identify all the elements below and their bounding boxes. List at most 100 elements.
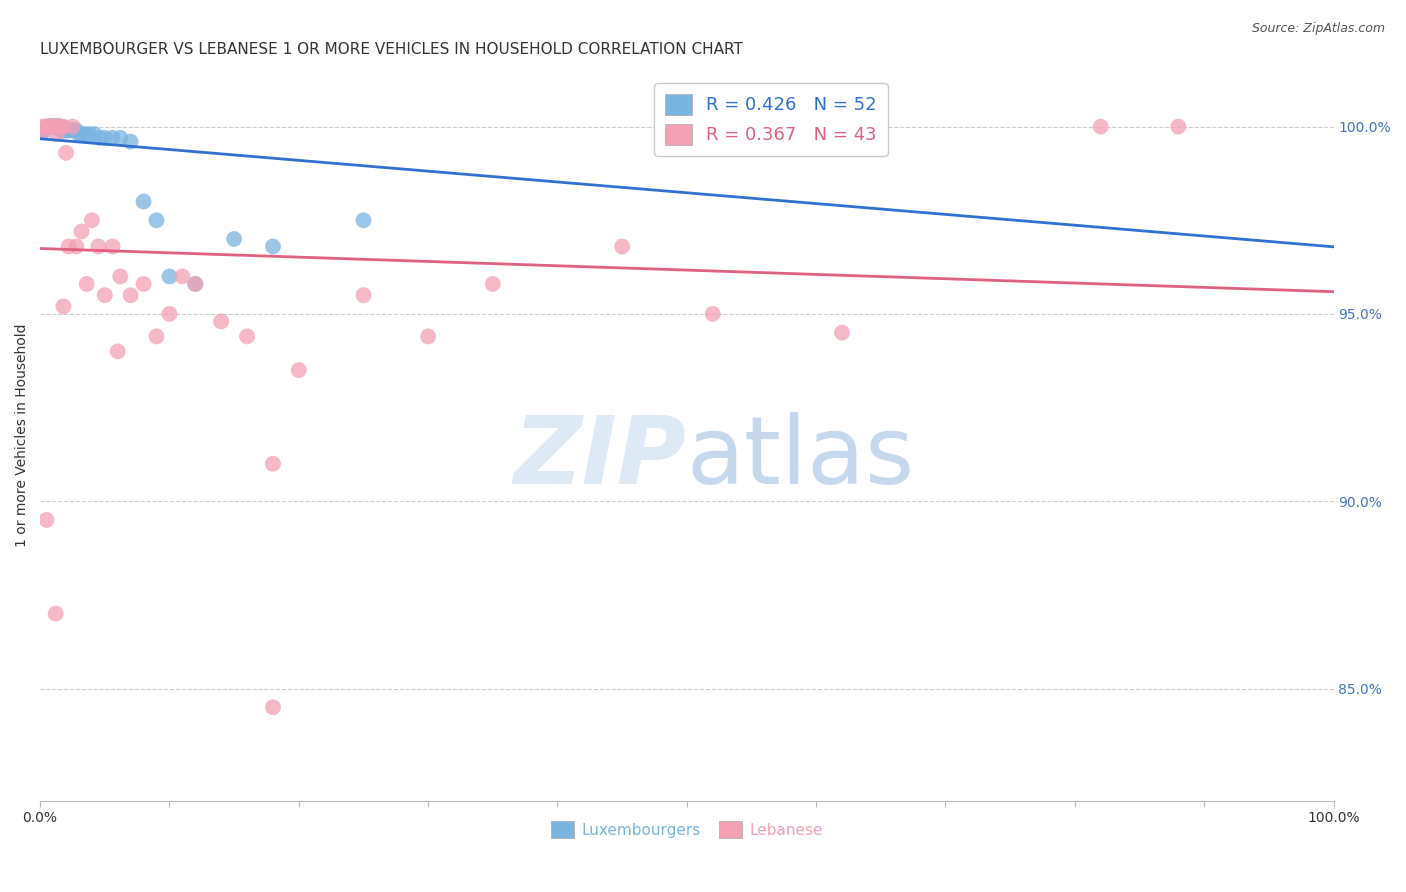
Point: [58, 239, 80, 253]
Point: [45, 127, 67, 141]
Point: [35, 120, 58, 134]
Point: [159, 307, 181, 321]
Point: [52, 300, 75, 314]
Point: [83, 127, 105, 141]
Point: [39, 120, 62, 134]
Point: [37, 120, 59, 134]
Point: [831, 326, 853, 340]
Point: [55, 145, 77, 160]
Point: [353, 288, 375, 302]
Point: [35, 513, 58, 527]
Text: Source: ZipAtlas.com: Source: ZipAtlas.com: [1251, 22, 1385, 36]
Point: [45, 120, 67, 134]
Text: atlas: atlas: [686, 411, 915, 504]
Point: [60, 123, 83, 137]
Point: [52, 123, 75, 137]
Point: [34, 123, 56, 137]
Point: [41, 120, 63, 134]
Point: [172, 269, 194, 284]
Point: [45, 607, 67, 621]
Point: [1090, 120, 1112, 134]
Point: [48, 120, 70, 134]
Point: [77, 127, 100, 141]
Point: [159, 269, 181, 284]
Point: [94, 288, 117, 302]
Point: [31, 120, 53, 134]
Point: [45, 120, 67, 134]
Point: [38, 120, 60, 134]
Legend: Luxembourgers, Lebanese: Luxembourgers, Lebanese: [544, 814, 830, 845]
Point: [184, 277, 207, 291]
Point: [262, 239, 284, 253]
Point: [42, 120, 65, 134]
Point: [65, 123, 87, 137]
Point: [42, 120, 65, 134]
Point: [89, 131, 111, 145]
Point: [45, 120, 67, 134]
Point: [610, 239, 633, 253]
Point: [49, 120, 72, 134]
Point: [288, 363, 311, 377]
Point: [110, 269, 132, 284]
Point: [52, 120, 75, 134]
Point: [145, 213, 167, 227]
Point: [62, 120, 84, 134]
Point: [46, 120, 69, 134]
Point: [53, 123, 76, 137]
Point: [236, 329, 259, 343]
Point: [45, 120, 67, 134]
Point: [62, 123, 84, 137]
Point: [107, 344, 129, 359]
Point: [42, 120, 65, 134]
Point: [481, 277, 503, 291]
Point: [49, 123, 72, 137]
Point: [48, 120, 70, 134]
Point: [58, 123, 80, 137]
Point: [38, 120, 60, 134]
Y-axis label: 1 or more Vehicles in Household: 1 or more Vehicles in Household: [15, 324, 30, 548]
Point: [740, 120, 762, 134]
Point: [702, 123, 724, 137]
Point: [76, 277, 98, 291]
Point: [41, 120, 63, 134]
Point: [39, 120, 62, 134]
Point: [37, 120, 59, 134]
Point: [51, 123, 73, 137]
Point: [80, 213, 103, 227]
Point: [42, 120, 65, 134]
Text: ZIP: ZIP: [515, 411, 686, 504]
Point: [39, 120, 62, 134]
Point: [101, 131, 124, 145]
Point: [65, 239, 87, 253]
Point: [101, 239, 124, 253]
Point: [45, 120, 67, 134]
Point: [87, 239, 110, 253]
Point: [224, 232, 246, 246]
Point: [262, 457, 284, 471]
Point: [49, 120, 72, 134]
Point: [94, 131, 117, 145]
Point: [38, 120, 60, 134]
Point: [110, 131, 132, 145]
Point: [44, 120, 66, 134]
Point: [132, 194, 155, 209]
Point: [70, 225, 93, 239]
Point: [31, 123, 53, 137]
Point: [75, 127, 97, 141]
Point: [132, 277, 155, 291]
Point: [44, 120, 66, 134]
Point: [353, 213, 375, 227]
Point: [209, 314, 232, 328]
Point: [35, 120, 58, 134]
Point: [262, 700, 284, 714]
Point: [120, 288, 142, 302]
Point: [48, 120, 70, 134]
Point: [41, 120, 63, 134]
Point: [67, 127, 90, 141]
Point: [120, 135, 142, 149]
Text: LUXEMBOURGER VS LEBANESE 1 OR MORE VEHICLES IN HOUSEHOLD CORRELATION CHART: LUXEMBOURGER VS LEBANESE 1 OR MORE VEHIC…: [41, 42, 742, 57]
Point: [184, 277, 207, 291]
Point: [56, 123, 79, 137]
Point: [1167, 120, 1189, 134]
Point: [418, 329, 440, 343]
